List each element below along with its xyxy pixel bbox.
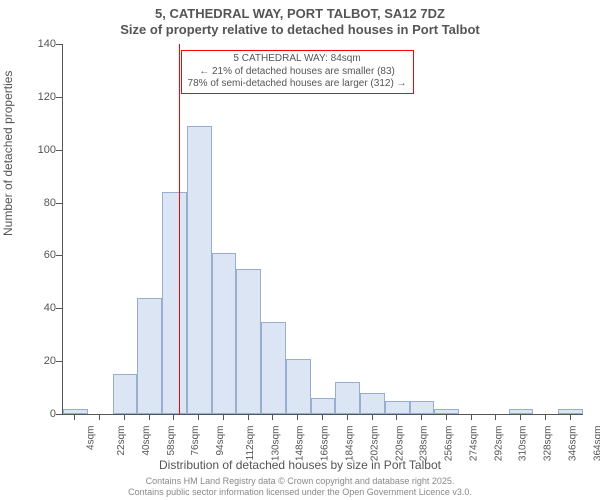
x-tick: [223, 414, 224, 420]
x-tick-label: 256sqm: [444, 426, 455, 462]
y-tick-label: 120: [38, 91, 56, 103]
x-tick: [446, 414, 447, 420]
x-tick-label: 328sqm: [543, 426, 554, 462]
callout-line3: 78% of semi-detached houses are larger (…: [188, 78, 407, 91]
y-tick: [56, 150, 62, 151]
x-tick-label: 310sqm: [518, 426, 529, 462]
x-tick-label: 40sqm: [141, 426, 152, 456]
x-tick: [198, 414, 199, 420]
x-tick: [421, 414, 422, 420]
x-tick: [570, 414, 571, 420]
x-tick: [173, 414, 174, 420]
x-tick: [248, 414, 249, 420]
x-tick-label: 94sqm: [215, 426, 226, 456]
x-tick: [149, 414, 150, 420]
y-tick-label: 140: [38, 38, 56, 50]
histogram-bar: [286, 359, 311, 415]
x-tick-label: 184sqm: [345, 426, 356, 462]
histogram-bar: [113, 374, 138, 414]
x-tick-label: 130sqm: [270, 426, 281, 462]
y-tick: [56, 414, 62, 415]
marker-callout: 5 CATHEDRAL WAY: 84sqm← 21% of detached …: [181, 50, 414, 94]
callout-line2: ← 21% of detached houses are smaller (83…: [188, 66, 407, 79]
y-tick: [56, 361, 62, 362]
x-tick-label: 76sqm: [190, 426, 201, 456]
y-tick-label: 60: [44, 249, 56, 261]
x-tick: [495, 414, 496, 420]
y-tick: [56, 44, 62, 45]
x-tick-label: 202sqm: [369, 426, 380, 462]
y-tick: [56, 203, 62, 204]
histogram-bar: [558, 409, 583, 414]
y-tick: [56, 308, 62, 309]
x-tick: [297, 414, 298, 420]
histogram-bar: [360, 393, 385, 414]
x-tick-label: 220sqm: [394, 426, 405, 462]
histogram-bar: [212, 253, 237, 414]
histogram-bar: [311, 398, 336, 414]
x-tick-label: 364sqm: [592, 426, 600, 462]
x-tick-label: 58sqm: [166, 426, 177, 456]
x-tick-label: 238sqm: [419, 426, 430, 462]
histogram-bar: [162, 192, 187, 414]
y-tick: [56, 97, 62, 98]
x-tick: [520, 414, 521, 420]
histogram-bar: [63, 409, 88, 414]
callout-line1: 5 CATHEDRAL WAY: 84sqm: [188, 53, 407, 66]
plot-area: [62, 44, 583, 415]
x-tick: [74, 414, 75, 420]
footer-line1: Contains HM Land Registry data © Crown c…: [0, 476, 600, 486]
x-tick: [347, 414, 348, 420]
x-tick: [545, 414, 546, 420]
histogram-bar: [335, 382, 360, 414]
histogram-bar: [410, 401, 435, 414]
y-tick: [56, 255, 62, 256]
histogram-bar: [236, 269, 261, 414]
x-tick-label: 292sqm: [493, 426, 504, 462]
histogram-bar: [261, 322, 286, 415]
x-tick: [124, 414, 125, 420]
x-tick: [99, 414, 100, 420]
x-tick-label: 148sqm: [295, 426, 306, 462]
x-tick: [372, 414, 373, 420]
y-axis-title: Number of detached properties: [1, 71, 15, 236]
chart-container: 5, CATHEDRAL WAY, PORT TALBOT, SA12 7DZ …: [0, 0, 600, 500]
x-tick: [272, 414, 273, 420]
x-tick-label: 346sqm: [567, 426, 578, 462]
y-tick-label: 20: [44, 355, 56, 367]
histogram-bar: [187, 126, 212, 414]
x-tick-label: 274sqm: [468, 426, 479, 462]
footer-line2: Contains public sector information licen…: [0, 487, 600, 497]
marker-line: [179, 44, 180, 414]
y-tick-label: 40: [44, 302, 56, 314]
y-tick-label: 100: [38, 144, 56, 156]
chart-title-line1: 5, CATHEDRAL WAY, PORT TALBOT, SA12 7DZ: [0, 6, 600, 21]
histogram-bar: [385, 401, 410, 414]
x-tick-label: 22sqm: [116, 426, 127, 456]
x-tick-label: 112sqm: [245, 426, 256, 461]
histogram-bar: [137, 298, 162, 414]
y-tick-label: 0: [50, 408, 56, 420]
y-tick-label: 80: [44, 197, 56, 209]
x-tick: [322, 414, 323, 420]
x-tick-label: 4sqm: [86, 426, 97, 450]
histogram-bar: [434, 409, 459, 414]
x-tick-label: 166sqm: [320, 426, 331, 462]
x-tick: [471, 414, 472, 420]
chart-title-line2: Size of property relative to detached ho…: [0, 22, 600, 37]
x-tick: [396, 414, 397, 420]
